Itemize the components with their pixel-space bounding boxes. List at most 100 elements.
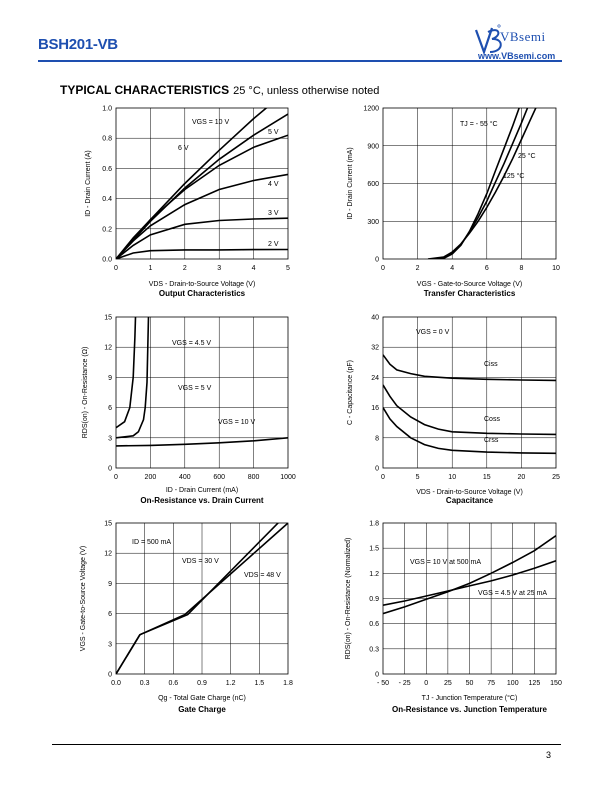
transfer-annotation: TJ = - 55 °C <box>460 120 498 128</box>
junction-xtick-label: 0 <box>424 680 428 687</box>
onres-xtick-label: 0 <box>114 474 118 481</box>
gate-ytick-label: 3 <box>108 641 112 648</box>
output-ytick-label: 0.2 <box>102 226 112 233</box>
capacitance-ylabel: C - Capacitance (pF) <box>347 360 354 425</box>
onres-xtick-label: 800 <box>248 474 260 481</box>
capacitance-ytick-label: 8 <box>375 435 379 442</box>
gate-ytick-label: 6 <box>108 611 112 618</box>
gate-ytick-label: 0 <box>108 672 112 679</box>
capacitance-ytick-label: 40 <box>371 315 379 322</box>
onres-xtick-label: 200 <box>145 474 157 481</box>
brand-name: VBsemi <box>500 29 546 44</box>
transfer-ytick-label: 600 <box>367 181 379 188</box>
junction-xlabel: TJ - Junction Temperature (°C) <box>422 694 518 702</box>
gate-annotation: ID = 500 mA <box>132 539 171 546</box>
capacitance-series-line <box>383 384 556 436</box>
junction-ytick-label: 1.2 <box>369 571 379 578</box>
transfer-xtick-label: 10 <box>552 265 560 272</box>
onres-ytick-label: 0 <box>108 466 112 473</box>
capacitance-ytick-label: 0 <box>375 466 379 473</box>
onres-frame <box>115 316 289 469</box>
transfer-xtick-label: 0 <box>381 265 385 272</box>
onres-ytick-label: 12 <box>104 345 112 352</box>
junction-xtick-label: 50 <box>466 680 474 687</box>
gate-xtick-label: 1.8 <box>283 680 293 687</box>
gate-xtick-label: 0.6 <box>168 680 178 687</box>
onres-xtick-label: 600 <box>213 474 225 481</box>
output-series-line <box>116 134 288 259</box>
capacitance-series-line <box>383 354 556 382</box>
onres-title: On-Resistance vs. Drain Current <box>140 496 263 505</box>
onres-annotation: VGS = 4.5 V <box>172 340 211 347</box>
junction-title: On-Resistance vs. Junction Temperature <box>392 705 548 714</box>
output-frame <box>115 107 289 260</box>
gate-xtick-label: 0.0 <box>111 680 121 687</box>
output-series-line <box>116 248 288 259</box>
onres-xlabel: ID - Drain Current (mA) <box>166 487 238 494</box>
output-xtick-label: 5 <box>286 265 290 272</box>
gate-ytick-label: 9 <box>108 581 112 588</box>
junction-ytick-label: 1.5 <box>369 546 379 553</box>
transfer-xtick-label: 8 <box>519 265 523 272</box>
output-annotation: 5 V <box>268 129 279 136</box>
transfer-ylabel: ID - Drain Current (mA) <box>347 147 354 219</box>
junction-series-line <box>383 560 556 606</box>
junction-ytick-label: 0.3 <box>369 646 379 653</box>
capacitance-xtick-label: 5 <box>416 474 420 481</box>
output-annotation: 3 V <box>268 210 279 217</box>
onres-annotation: VGS = 10 V <box>218 419 255 426</box>
transfer-series-line <box>427 108 537 259</box>
junction-series-line <box>383 534 556 615</box>
output-ytick-label: 0.8 <box>102 136 112 143</box>
gate-xlabel: Qg - Total Gate Charge (nC) <box>158 695 246 702</box>
onres-ytick-label: 9 <box>108 375 112 382</box>
onres-series-line <box>116 317 137 429</box>
junction-xtick-label: 100 <box>507 680 519 687</box>
junction-ytick-label: 0.6 <box>369 621 379 628</box>
output-xlabel: VDS - Drain-to-Source Voltage (V) <box>149 281 256 288</box>
output-annotation: 6 V <box>178 145 189 152</box>
junction-xtick-label: 25 <box>444 680 452 687</box>
junction-annotation: VGS = 4.5 V at 25 mA <box>478 590 547 597</box>
brand-url[interactable]: www.VBsemi.com <box>478 51 556 61</box>
gate-ytick-label: 12 <box>104 551 112 558</box>
section-title: TYPICAL CHARACTERISTICS 25 °C, unless oth… <box>60 83 379 97</box>
gate-annotation: VDS = 30 V <box>182 558 219 565</box>
output-series-line <box>116 217 288 259</box>
onres-ytick-label: 6 <box>108 405 112 412</box>
section-title-main: TYPICAL CHARACTERISTICS <box>60 83 230 97</box>
vbsemi-logo <box>474 24 502 56</box>
capacitance-xtick-label: 10 <box>448 474 456 481</box>
capacitance-xlabel: VDS - Drain-to-Source Voltage (V) <box>416 489 523 496</box>
output-title: Output Characteristics <box>159 289 246 298</box>
gate-series-line <box>116 523 288 674</box>
junction-xtick-label: 125 <box>529 680 541 687</box>
section-subtitle: 25 °C, unless otherwise noted <box>233 85 380 97</box>
output-ytick-label: 1.0 <box>102 106 112 113</box>
output-xtick-label: 2 <box>183 265 187 272</box>
onres-ylabel: RDS(on) - On-Resistance (Ω) <box>82 347 89 439</box>
transfer-ytick-label: 900 <box>367 143 379 150</box>
capacitance-xtick-label: 25 <box>552 474 560 481</box>
transfer-xlabel: VGS - Gate-to-Source Voltage (V) <box>417 281 522 288</box>
output-series-line <box>116 173 288 259</box>
output-annotation: VGS = 10 V <box>192 119 229 126</box>
capacitance-title: Capacitance <box>446 496 494 505</box>
junction-xtick-label: 150 <box>550 680 562 687</box>
capacitance-xtick-label: 0 <box>381 474 385 481</box>
junction-ylabel: RDS(on) - On-Resistance (Normalized) <box>345 538 352 660</box>
output-xtick-label: 4 <box>252 265 256 272</box>
transfer-xtick-label: 4 <box>450 265 454 272</box>
onres-ytick-label: 15 <box>104 315 112 322</box>
junction-ytick-label: 0.9 <box>369 596 379 603</box>
output-ylabel: ID - Drain Current (A) <box>85 150 92 217</box>
part-number: BSH201-VB <box>38 36 118 53</box>
footer-rule <box>52 744 561 745</box>
junction-xtick-label: - 50 <box>377 680 389 687</box>
output-ytick-label: 0.4 <box>102 196 112 203</box>
onres-series-line <box>116 437 288 447</box>
page-number: 3 <box>546 750 552 760</box>
output-ytick-label: 0.0 <box>102 257 112 264</box>
header-rule <box>38 60 562 62</box>
